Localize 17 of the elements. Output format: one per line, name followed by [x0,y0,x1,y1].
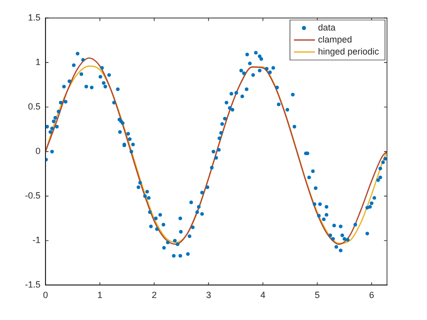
y-tick-label: 0.5 [28,102,41,112]
x-tick-label: 1 [97,290,102,300]
x-tick-label: 0 [43,290,48,300]
y-tick-label: -1 [32,235,41,246]
x-tick-label: 6 [369,290,374,300]
y-tick-label: 1.5 [28,12,41,22]
y-tick-label: 1 [35,57,41,68]
y-tick-label: 0 [35,146,41,156]
legend-label: clamped [318,34,352,44]
y-tick-label: -1.5 [24,280,41,290]
x-tick-label: 3 [206,290,212,300]
legend-label: hinged periodic [318,46,380,56]
legend-label: data [318,22,336,32]
x-tick-label: 2 [152,290,157,300]
y-tick-label: -0.5 [24,190,41,201]
x-tick-label: 5 [314,290,320,300]
x-tick-label: 4 [260,290,266,300]
